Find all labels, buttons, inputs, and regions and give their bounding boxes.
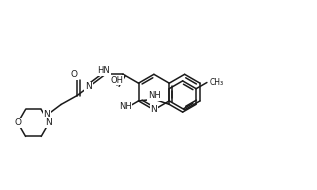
Text: N: N <box>43 110 50 119</box>
Text: OH: OH <box>110 76 123 85</box>
Text: CH₃: CH₃ <box>210 78 224 87</box>
Text: N: N <box>46 118 52 127</box>
Text: NH: NH <box>148 91 161 100</box>
Text: HN: HN <box>97 66 110 75</box>
Text: O: O <box>14 118 21 127</box>
Text: N: N <box>151 105 157 114</box>
Text: NH: NH <box>119 102 132 111</box>
Text: O: O <box>71 70 78 79</box>
Text: N: N <box>85 82 92 91</box>
